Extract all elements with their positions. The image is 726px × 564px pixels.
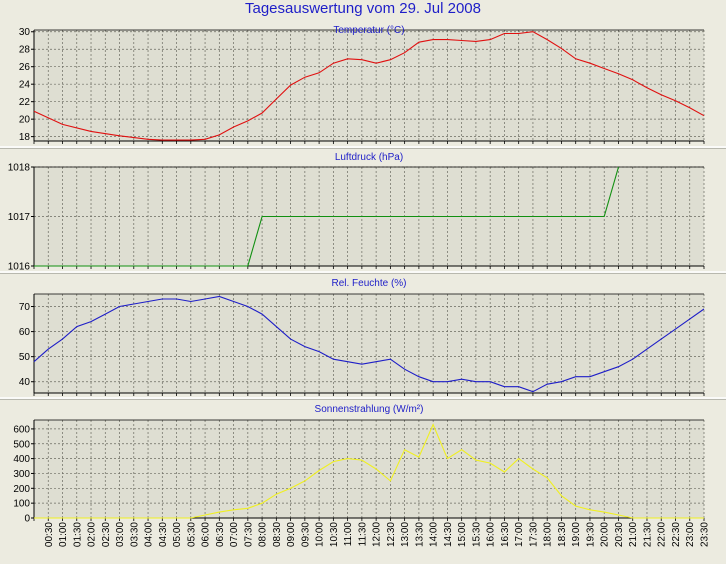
y-tick-label: 100 — [13, 499, 30, 510]
y-tick-label: 26 — [19, 62, 31, 73]
x-tick-label: 20:00 — [600, 522, 611, 547]
x-tick-label: 04:30 — [158, 522, 169, 547]
x-tick-label: 19:00 — [571, 522, 582, 547]
y-tick-label: 22 — [19, 97, 31, 108]
y-tick-label: 28 — [19, 45, 31, 56]
y-tick-label: 40 — [19, 377, 31, 388]
x-tick-label: 12:00 — [372, 522, 383, 547]
x-tick-label: 23:30 — [700, 522, 711, 547]
x-tick-label: 09:30 — [300, 522, 311, 547]
x-tick-label: 23:00 — [685, 522, 696, 547]
x-tick-label: 11:00 — [343, 522, 354, 547]
y-tick-label: 20 — [19, 115, 31, 126]
y-tick-label: 70 — [19, 302, 31, 313]
x-tick-label: 21:00 — [628, 522, 639, 547]
y-tick-label: 50 — [19, 352, 31, 363]
x-tick-label: 03:00 — [115, 522, 126, 547]
x-tick-label: 16:00 — [486, 522, 497, 547]
x-tick-label: 17:30 — [528, 522, 539, 547]
x-tick-label: 22:30 — [671, 522, 682, 547]
x-tick-label: 01:00 — [58, 522, 69, 547]
panel-title-2: Luftdruck (hPa) — [335, 152, 403, 163]
x-tick-label: 02:30 — [101, 522, 112, 547]
x-tick-label: 18:00 — [543, 522, 554, 547]
panel-title-4: Sonnenstrahlung (W/m²) — [315, 404, 424, 415]
y-tick-label: 400 — [13, 454, 30, 465]
x-tick-label: 03:30 — [129, 522, 140, 547]
y-tick-label: 1018 — [8, 163, 31, 174]
x-tick-label: 18:30 — [557, 522, 568, 547]
x-tick-label: 06:30 — [215, 522, 226, 547]
x-tick-label: 16:30 — [500, 522, 511, 547]
x-tick-label: 10:30 — [329, 522, 340, 547]
x-tick-label: 04:00 — [144, 522, 155, 547]
x-tick-label: 06:00 — [201, 522, 212, 547]
x-tick-label: 10:00 — [315, 522, 326, 547]
x-tick-label: 11:30 — [357, 522, 368, 547]
x-tick-label: 05:00 — [172, 522, 183, 547]
x-tick-label: 14:00 — [429, 522, 440, 547]
y-tick-label: 24 — [19, 80, 31, 91]
x-tick-label: 01:30 — [72, 522, 83, 547]
plot-area-1 — [34, 30, 704, 141]
y-tick-label: 600 — [13, 424, 30, 435]
x-tick-label: 02:00 — [87, 522, 98, 547]
x-tick-label: 08:00 — [258, 522, 269, 547]
x-tick-label: 22:00 — [657, 522, 668, 547]
x-tick-label: 14:30 — [443, 522, 454, 547]
x-tick-label: 05:30 — [186, 522, 197, 547]
x-tick-label: 07:30 — [243, 522, 254, 547]
y-tick-label: 200 — [13, 484, 30, 495]
x-tick-label: 17:00 — [514, 522, 525, 547]
x-tick-label: 07:00 — [229, 522, 240, 547]
y-tick-label: 500 — [13, 439, 30, 450]
x-tick-label: 13:00 — [400, 522, 411, 547]
x-tick-label: 12:30 — [386, 522, 397, 547]
plot-area-4 — [34, 420, 704, 518]
series-line-4 — [34, 423, 704, 519]
x-tick-label: 00:30 — [44, 522, 55, 547]
x-tick-label: 21:30 — [643, 522, 654, 547]
x-tick-label: 09:00 — [286, 522, 297, 547]
x-tick-label: 15:00 — [457, 522, 468, 547]
y-tick-label: 300 — [13, 469, 30, 480]
y-tick-label: 1017 — [8, 212, 31, 223]
x-tick-label: 20:30 — [614, 522, 625, 547]
y-tick-label: 18 — [19, 132, 31, 143]
x-tick-label: 08:30 — [272, 522, 283, 547]
y-tick-label: 60 — [19, 327, 31, 338]
series-line-1 — [33, 31, 705, 141]
x-tick-label: 19:30 — [586, 522, 597, 547]
y-tick-label: 0 — [24, 514, 30, 525]
y-tick-label: 1016 — [8, 262, 31, 273]
plot-area-3 — [34, 294, 704, 393]
y-tick-label: 30 — [19, 27, 31, 38]
series-line-2 — [34, 166, 620, 267]
page-title: Tagesauswertung vom 29. Jul 2008 — [245, 0, 481, 17]
x-tick-label: 13:30 — [414, 522, 425, 547]
x-tick-label: 15:30 — [471, 522, 482, 547]
series-line-3 — [33, 295, 705, 393]
panel-title-3: Rel. Feuchte (%) — [331, 278, 406, 289]
panel-title-1: Temperatur (°C) — [333, 25, 404, 36]
